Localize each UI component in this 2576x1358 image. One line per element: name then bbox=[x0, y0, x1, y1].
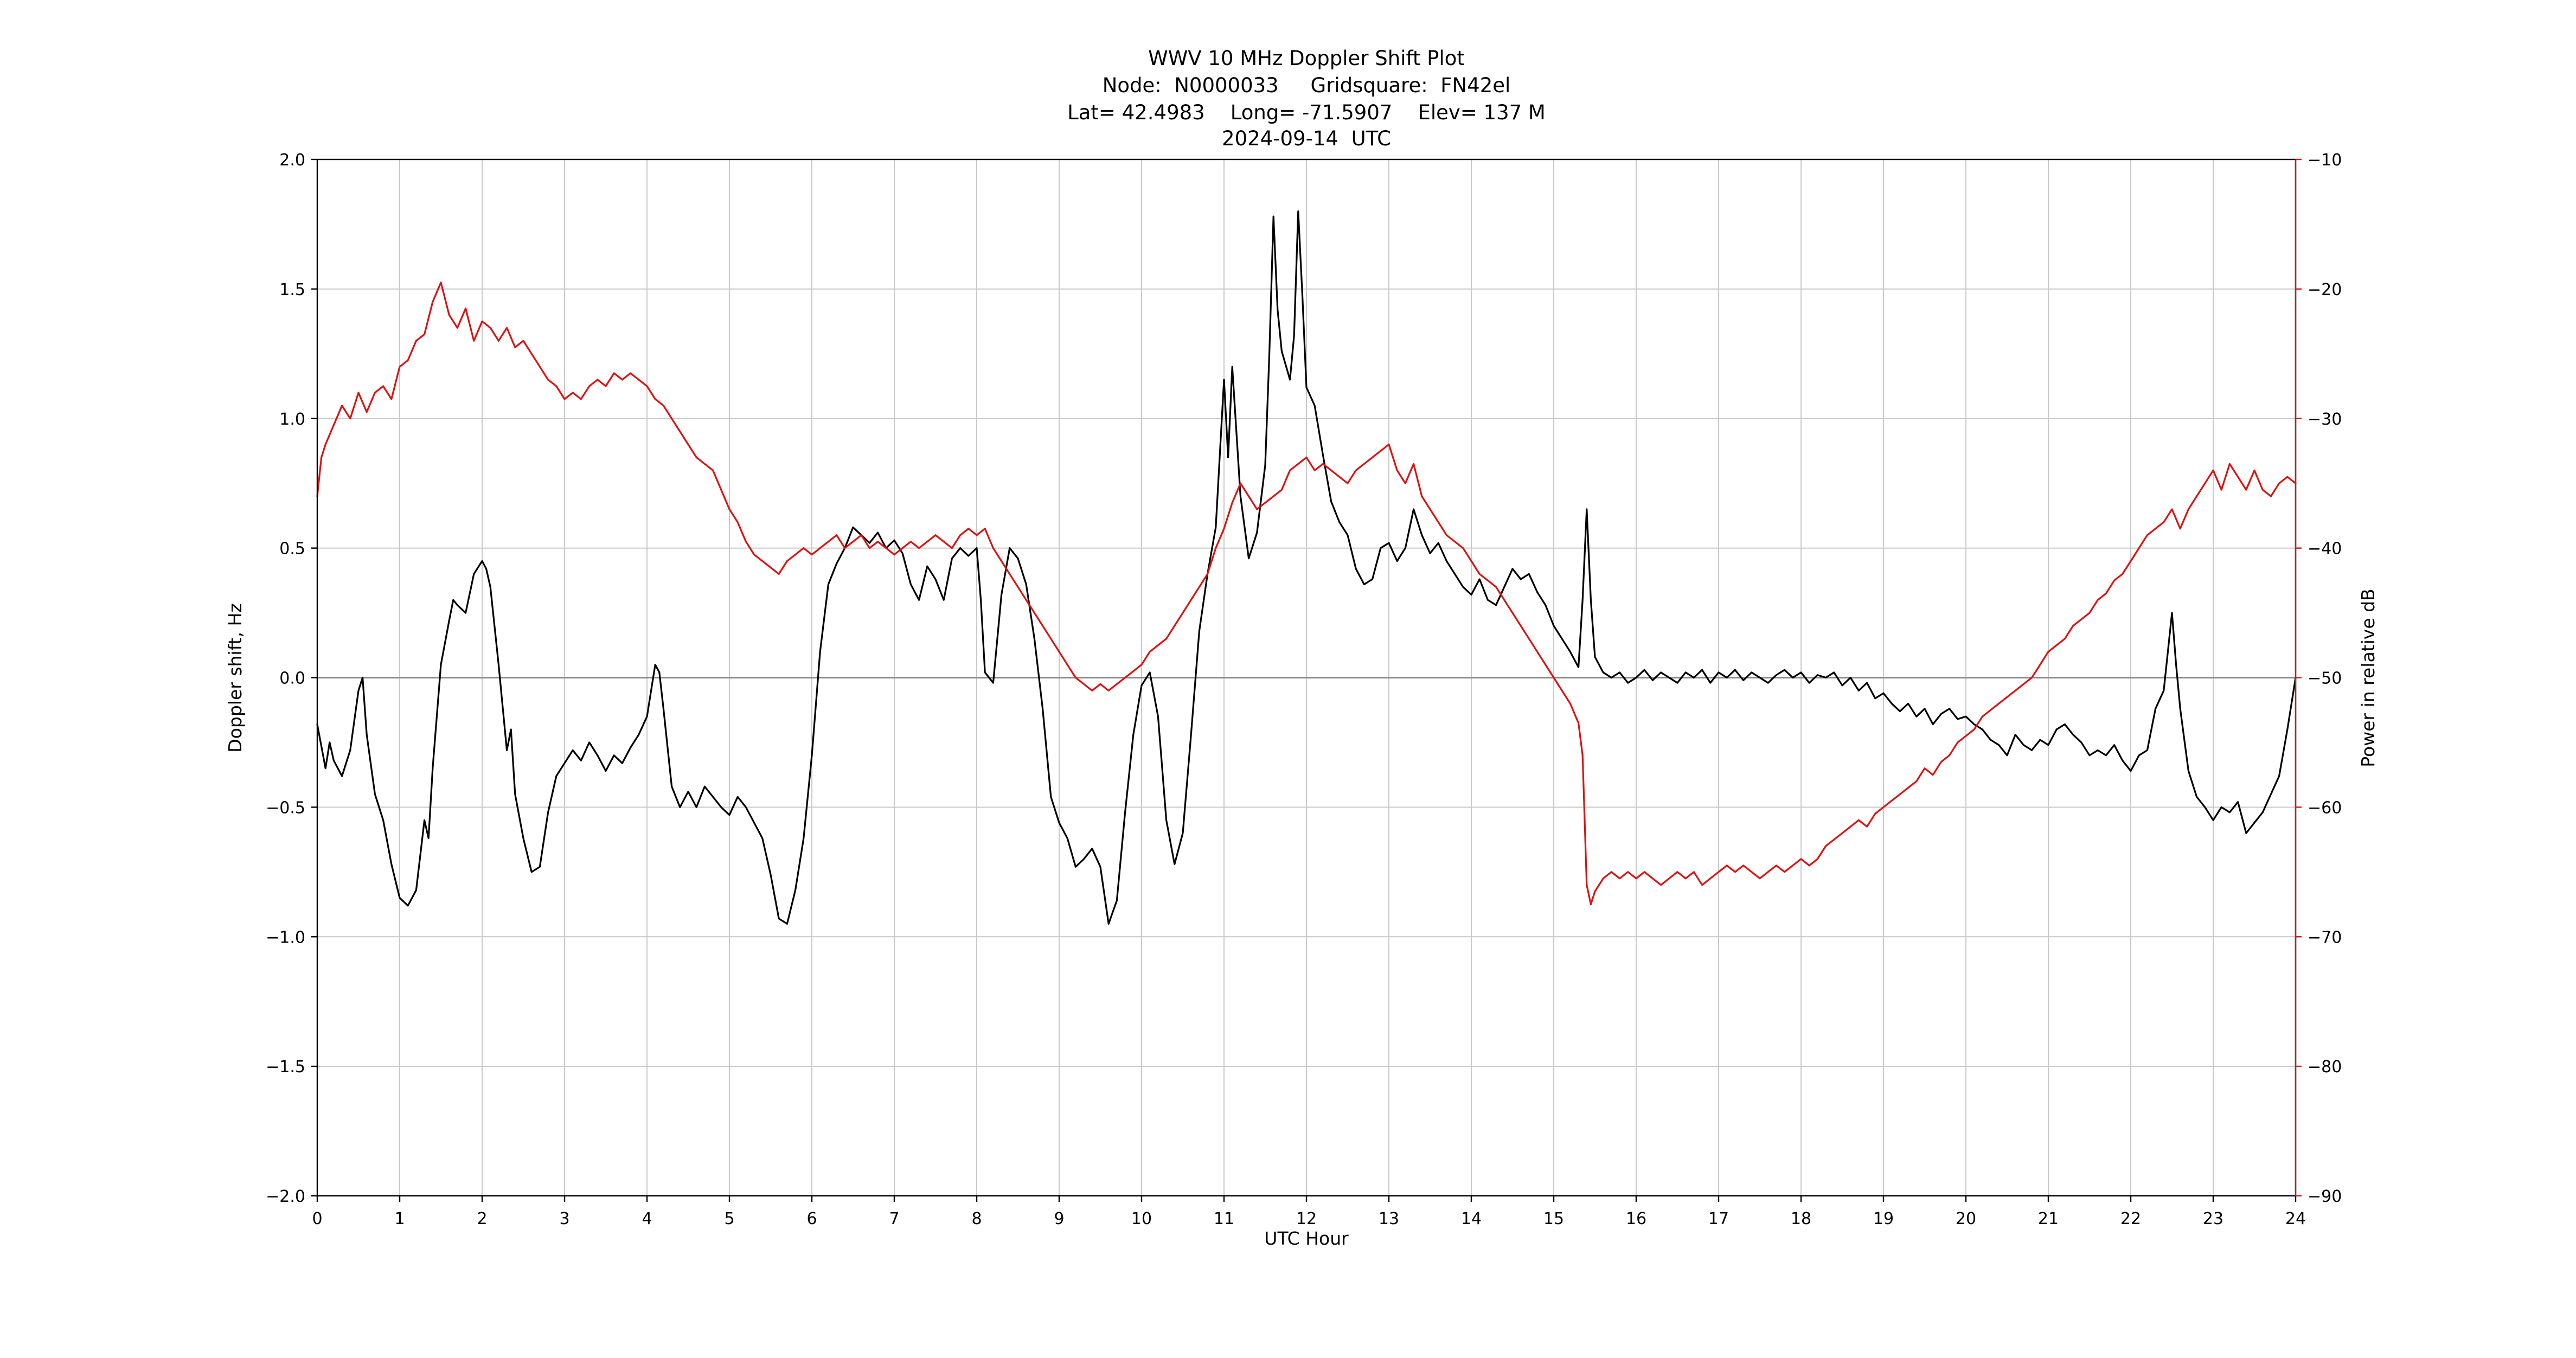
y-right-tick-label: −20 bbox=[2308, 280, 2342, 299]
x-tick-label: 0 bbox=[312, 1209, 322, 1228]
chart-subtitle-date: 2024-09-14 UTC bbox=[1222, 127, 1391, 150]
chart-title: WWV 10 MHz Doppler Shift Plot bbox=[1148, 47, 1465, 70]
x-tick-label: 24 bbox=[2285, 1209, 2306, 1228]
y-axis-label-right: Power in relative dB bbox=[2357, 588, 2379, 767]
x-tick-label: 17 bbox=[1708, 1209, 1729, 1228]
chart-subtitle-location: Lat= 42.4983 Long= -71.5907 Elev= 137 M bbox=[1067, 101, 1546, 124]
y-left-tick-label: 1.0 bbox=[279, 410, 305, 429]
y-left-tick-label: 0.5 bbox=[279, 540, 305, 559]
x-tick-label: 13 bbox=[1379, 1209, 1399, 1228]
x-tick-label: 5 bbox=[724, 1209, 734, 1228]
x-tick-label: 2 bbox=[477, 1209, 487, 1228]
y-right-tick-label: −80 bbox=[2308, 1058, 2342, 1077]
x-tick-label: 6 bbox=[806, 1209, 817, 1228]
x-tick-label: 20 bbox=[1956, 1209, 1976, 1228]
x-tick-label: 8 bbox=[971, 1209, 982, 1228]
y-left-tick-label: 0.0 bbox=[279, 669, 305, 688]
x-tick-label: 10 bbox=[1131, 1209, 1152, 1228]
plot-area: 0 1 2 3 4 5 6 7 8 9 10 11 12 13 14 15 16 17 18 19 20 21 22 23 24… bbox=[266, 151, 2342, 1228]
x-tick-label: 14 bbox=[1461, 1209, 1482, 1228]
y-right-tick-label: −90 bbox=[2308, 1187, 2342, 1206]
y-left-tick-label: 2.0 bbox=[279, 151, 305, 170]
y-right-tick-label: −40 bbox=[2308, 540, 2342, 559]
x-tick-label: 9 bbox=[1054, 1209, 1064, 1228]
y-right-tick-label: −70 bbox=[2308, 928, 2342, 947]
series-power-line bbox=[316, 281, 2297, 906]
y-left-tick-label: −0.5 bbox=[266, 798, 305, 817]
x-tick-label: 21 bbox=[2038, 1209, 2059, 1228]
chart-subtitle-node: Node: N0000033 Gridsquare: FN42el bbox=[1103, 74, 1511, 97]
x-tick-label: 18 bbox=[1791, 1209, 1811, 1228]
y-right-tick-label: −60 bbox=[2308, 798, 2342, 817]
x-tick-label: 22 bbox=[2120, 1209, 2141, 1228]
x-tick-label: 4 bbox=[642, 1209, 652, 1228]
x-tick-label: 7 bbox=[889, 1209, 899, 1228]
x-tick-label: 15 bbox=[1543, 1209, 1564, 1228]
x-tick-label: 3 bbox=[559, 1209, 569, 1228]
y-axis-label-left: Doppler shift, Hz bbox=[225, 603, 246, 752]
y-left-tick-label: −2.0 bbox=[266, 1187, 305, 1206]
x-tick-label: 16 bbox=[1626, 1209, 1646, 1228]
y-left-tick-label: −1.5 bbox=[266, 1058, 305, 1077]
y-right-tick-label: −10 bbox=[2308, 151, 2342, 170]
x-tick-label: 1 bbox=[394, 1209, 405, 1228]
series-doppler-line bbox=[316, 210, 2297, 925]
x-tick-label: 12 bbox=[1296, 1209, 1317, 1228]
x-axis-label: UTC Hour bbox=[1264, 1228, 1349, 1249]
y-left-tick-label: 1.5 bbox=[279, 280, 305, 299]
y-right-tick-label: −50 bbox=[2308, 669, 2342, 688]
y-right-tick-label: −30 bbox=[2308, 410, 2342, 429]
y-left-tick-label: −1.0 bbox=[266, 928, 305, 947]
x-tick-label: 19 bbox=[1873, 1209, 1894, 1228]
x-tick-label: 23 bbox=[2203, 1209, 2223, 1228]
x-tick-label: 11 bbox=[1214, 1209, 1234, 1228]
